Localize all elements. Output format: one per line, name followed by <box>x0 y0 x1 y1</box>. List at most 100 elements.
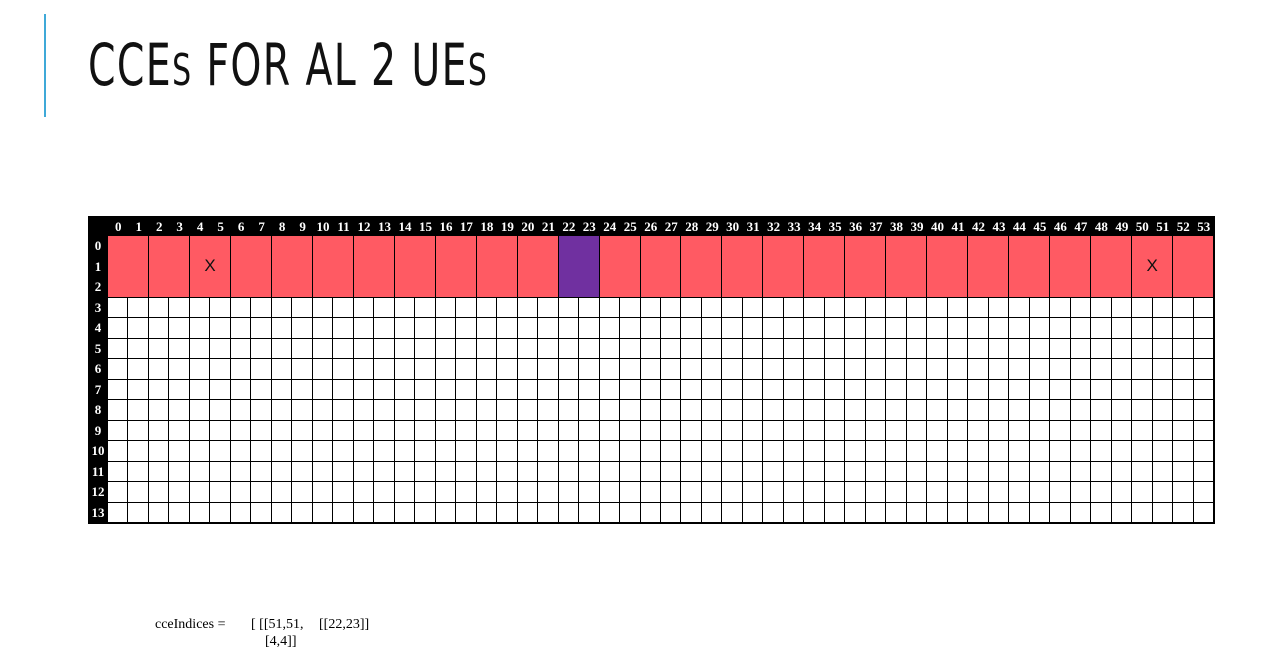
grid-cell <box>1193 420 1214 441</box>
grid-cell <box>251 420 272 441</box>
cce-block <box>722 236 764 298</box>
column-label: 37 <box>869 219 883 234</box>
grid-cell <box>947 441 969 462</box>
grid-cell <box>333 338 354 359</box>
column-label: 9 <box>299 219 306 234</box>
cce-block <box>271 236 313 298</box>
grid-cell <box>558 318 580 339</box>
grid-cell <box>148 297 170 318</box>
grid-cell <box>415 318 436 339</box>
grid-cell <box>804 420 825 441</box>
grid-cell <box>251 359 272 380</box>
grid-cell <box>148 400 170 421</box>
grid-cell <box>1152 297 1174 318</box>
grid-cell <box>312 379 334 400</box>
grid-cell <box>497 420 518 441</box>
grid-cell <box>845 400 866 421</box>
grid-cell <box>394 420 416 441</box>
grid-cell <box>845 441 866 462</box>
grid-cell <box>353 400 375 421</box>
grid-cell <box>947 502 969 523</box>
grid-cell <box>1029 400 1051 421</box>
grid-cell <box>640 359 661 380</box>
grid-cell <box>292 318 313 339</box>
grid-cell <box>968 420 989 441</box>
column-label: 53 <box>1197 219 1211 234</box>
row-label: 9 <box>94 422 102 438</box>
grid-cell <box>353 441 375 462</box>
grid-cell <box>374 400 395 421</box>
grid-cell <box>292 420 313 441</box>
grid-cell <box>1009 318 1030 339</box>
grid-cell <box>1193 441 1214 462</box>
grid-cell <box>722 420 743 441</box>
grid-cell <box>947 461 969 482</box>
grid-cell <box>271 297 293 318</box>
grid-cell <box>517 379 539 400</box>
grid-cell <box>353 420 375 441</box>
grid-cell <box>865 420 887 441</box>
grid-cell <box>128 400 149 421</box>
grid-cell <box>210 420 231 441</box>
grid-cell <box>394 359 416 380</box>
cce-block <box>394 236 436 298</box>
grid-cell <box>558 338 580 359</box>
grid-cell <box>1050 441 1071 462</box>
selection-mark: X <box>204 255 216 275</box>
grid-cell <box>189 482 211 503</box>
grid-cell <box>189 297 211 318</box>
grid-cell <box>783 482 805 503</box>
grid-cell <box>312 482 334 503</box>
grid-cell <box>681 297 702 318</box>
column-label: 49 <box>1115 219 1129 234</box>
grid-cell <box>538 441 559 462</box>
grid-cell <box>108 400 129 421</box>
grid-cell <box>886 502 907 523</box>
cce-block <box>1050 236 1092 298</box>
column-label: 44 <box>1012 219 1026 234</box>
grid-cell <box>333 318 354 339</box>
row-label: 10 <box>91 443 105 458</box>
column-label: 6 <box>237 219 245 234</box>
grid-cell <box>722 502 743 523</box>
grid-cell <box>128 359 149 380</box>
grid-cell <box>1152 379 1174 400</box>
grid-cell <box>353 482 375 503</box>
grid-cell <box>681 441 702 462</box>
grid-cell <box>230 379 252 400</box>
grid-cell <box>742 502 764 523</box>
grid-cell <box>968 441 989 462</box>
grid-cell <box>538 379 559 400</box>
grid-cell <box>415 338 436 359</box>
grid-cell <box>538 400 559 421</box>
row-label: 3 <box>94 299 102 315</box>
column-label: 52 <box>1176 219 1190 234</box>
grid-cell <box>804 502 825 523</box>
grid-cell <box>517 297 539 318</box>
grid-cell <box>886 400 907 421</box>
grid-cell <box>661 482 682 503</box>
grid-cell <box>763 400 784 421</box>
grid-cell <box>783 359 805 380</box>
grid-cell <box>394 338 416 359</box>
grid-cell <box>783 318 805 339</box>
grid-cell <box>947 338 969 359</box>
grid-cell <box>558 482 580 503</box>
column-label: 15 <box>418 219 432 234</box>
grid-cell <box>497 502 518 523</box>
grid-cell <box>681 502 702 523</box>
grid-cell <box>661 338 682 359</box>
grid-cell <box>230 359 252 380</box>
grid-cell <box>251 297 272 318</box>
grid-cell <box>435 461 457 482</box>
grid-cell <box>1091 379 1112 400</box>
grid-cell <box>824 420 846 441</box>
grid-cell <box>128 338 149 359</box>
grid-cell <box>1091 400 1112 421</box>
grid-cell <box>517 441 539 462</box>
grid-cell <box>312 359 334 380</box>
grid-cell <box>435 338 457 359</box>
grid-cell <box>1193 297 1214 318</box>
grid-cell <box>374 318 395 339</box>
grid-cell <box>456 441 477 462</box>
